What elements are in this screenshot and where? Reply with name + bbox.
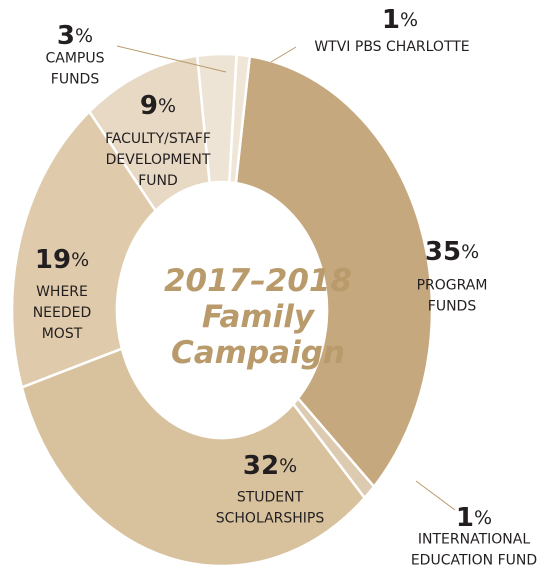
value-label: 3% (57, 21, 93, 51)
value-label: 19% (35, 245, 89, 275)
category-label: PROGRAM FUNDS (417, 278, 488, 315)
value-label: 9% (140, 91, 176, 121)
value-label: 32% (243, 451, 297, 481)
donut-slice (228, 53, 252, 185)
leader-line (415, 480, 456, 511)
chart-title: 2017–2018 Family Campaign (164, 263, 352, 371)
donut-slice (87, 54, 211, 213)
category-label: CAMPUS FUNDS (45, 51, 104, 88)
leader-line (270, 46, 297, 63)
value-label: 1% (456, 503, 492, 533)
category-label: STUDENT SCHOLARSHIPS (216, 490, 325, 527)
value-label: 1% (382, 5, 418, 35)
donut-slice (20, 347, 367, 568)
donut-slice (234, 54, 434, 489)
leader-line (116, 45, 227, 73)
value-label: 35% (425, 237, 479, 267)
donut-slice (10, 109, 158, 390)
category-label: FACULTY/STAFF DEVELOPMENT FUND (105, 131, 211, 189)
category-label: WHERE NEEDED MOST (33, 284, 92, 342)
category-label: WTVI PBS CHARLOTTE (314, 39, 469, 55)
category-label: INTERNATIONAL EDUCATION FUND (411, 532, 537, 569)
